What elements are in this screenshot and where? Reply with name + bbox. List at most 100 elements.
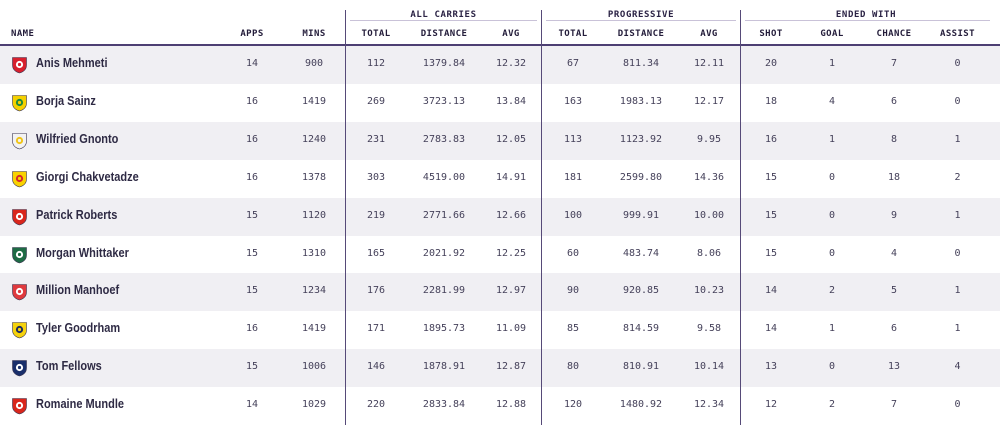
group-underline-progressive <box>546 20 736 21</box>
shot-cell: 14 <box>764 323 778 335</box>
apps-cell: 15 <box>245 247 259 259</box>
stoke-city-crest-icon <box>11 283 28 301</box>
progressive-distance-cell: 999.91 <box>622 209 660 221</box>
table-row: Tom Fellows 15 1006 146 1878.91 12.87 80 810.91… <box>0 349 1000 388</box>
carries-distance-cell: 2783.83 <box>422 133 466 145</box>
chance-cell: 4 <box>890 247 898 259</box>
carries-avg-cell: 13.84 <box>495 95 527 107</box>
carries-distance-cell: 1379.84 <box>422 58 466 69</box>
chance-cell: 7 <box>890 58 898 69</box>
progressive-avg-cell: 12.11 <box>693 58 725 69</box>
chance-cell: 5 <box>890 285 898 297</box>
sunderland-crest-icon <box>11 397 28 415</box>
mins-cell: 1029 <box>301 399 327 411</box>
header-progressive-avg: AVG <box>700 29 718 39</box>
player-name: Romaine Mundle <box>36 397 125 412</box>
goal-cell: 0 <box>828 171 836 183</box>
progressive-total-cell: 120 <box>563 399 583 411</box>
table-row: Patrick Roberts 15 1120 219 2771.66 12.66 100 9… <box>0 197 1000 236</box>
player-name: Million Manhoef <box>36 283 120 298</box>
chance-cell: 13 <box>887 361 901 373</box>
header-progressive-distance: DISTANCE <box>617 29 665 39</box>
mins-cell: 900 <box>304 58 324 69</box>
progressive-distance-cell: 920.85 <box>622 285 660 297</box>
carries-avg-cell: 12.25 <box>495 247 527 259</box>
carries-distance-cell: 2281.99 <box>422 285 466 297</box>
shot-cell: 15 <box>764 209 778 221</box>
carries-avg-cell: 12.97 <box>495 285 527 297</box>
chance-cell: 9 <box>890 209 898 221</box>
carries-distance-cell: 1895.73 <box>422 323 466 335</box>
apps-cell: 15 <box>245 285 259 297</box>
player-name: Wilfried Gnonto <box>36 131 119 146</box>
chance-cell: 7 <box>890 399 898 411</box>
carries-avg-cell: 12.32 <box>495 58 527 69</box>
shot-cell: 13 <box>764 361 778 373</box>
carries-total-cell: 112 <box>366 58 386 69</box>
table-row: Wilfried Gnonto 16 1240 231 2783.83 12.05 113 1… <box>0 121 1000 160</box>
apps-cell: 15 <box>245 209 259 221</box>
header-assist: ASSIST <box>940 29 975 39</box>
progressive-distance-cell: 483.74 <box>622 247 660 259</box>
progressive-total-cell: 100 <box>563 209 583 221</box>
progressive-total-cell: 113 <box>563 133 583 145</box>
goal-cell: 1 <box>828 58 836 69</box>
header-carries-distance: DISTANCE <box>420 29 468 39</box>
table-row: Borja Sainz 16 1419 269 3723.13 13.84 163 1983.… <box>0 84 1000 122</box>
group-underline-all-carries <box>350 20 537 21</box>
carries-total-cell: 303 <box>366 171 386 183</box>
apps-cell: 15 <box>245 361 259 373</box>
table-row: Million Manhoef 15 1234 176 2281.99 12.97 90 92… <box>0 273 1000 312</box>
progressive-avg-cell: 9.58 <box>696 323 722 335</box>
progressive-total-cell: 163 <box>563 95 583 107</box>
player-name: Morgan Whittaker <box>36 245 129 260</box>
mins-cell: 1310 <box>301 247 327 259</box>
oxford-united-crest-icon <box>11 321 28 339</box>
shot-cell: 20 <box>764 58 778 69</box>
player-name: Anis Mehmeti <box>36 56 108 70</box>
carries-distance-cell: 3723.13 <box>422 95 466 107</box>
mins-cell: 1006 <box>301 361 327 373</box>
progressive-avg-cell: 14.36 <box>693 171 725 183</box>
chance-cell: 6 <box>890 323 898 335</box>
chance-cell: 8 <box>890 133 898 145</box>
progressive-total-cell: 60 <box>566 247 580 259</box>
shot-cell: 12 <box>764 399 778 411</box>
table-row: Morgan Whittaker 15 1310 165 2021.92 12.25 60 4… <box>0 236 1000 274</box>
carries-total-cell: 219 <box>366 209 386 221</box>
shot-cell: 15 <box>764 171 778 183</box>
carries-avg-cell: 12.66 <box>495 209 527 221</box>
progressive-total-cell: 80 <box>566 361 580 373</box>
header-mins: MINS <box>302 29 326 39</box>
column-header-row: NAME APPS MINS TOTAL DISTANCE AVG TOTAL … <box>0 22 1000 46</box>
shot-cell: 16 <box>764 133 778 145</box>
watford-crest-icon <box>11 170 28 188</box>
carries-total-cell: 269 <box>366 95 386 107</box>
carries-avg-cell: 12.88 <box>495 399 527 411</box>
goal-cell: 0 <box>828 209 836 221</box>
leeds-united-crest-icon <box>11 132 28 150</box>
header-carries-total: TOTAL <box>361 29 391 39</box>
mins-cell: 1419 <box>301 323 327 335</box>
header-carries-avg: AVG <box>502 29 520 39</box>
apps-cell: 16 <box>245 323 259 335</box>
progressive-distance-cell: 1480.92 <box>619 399 663 411</box>
column-divider-all-carries <box>345 10 346 425</box>
progressive-avg-cell: 12.17 <box>693 95 725 107</box>
group-label-ended-with: ENDED WITH <box>835 10 897 20</box>
assist-cell: 0 <box>954 247 961 259</box>
table-row: Tyler Goodrham 16 1419 171 1895.73 11.09 85 814… <box>0 311 1000 349</box>
progressive-avg-cell: 8.06 <box>696 247 722 259</box>
progressive-total-cell: 67 <box>566 58 580 69</box>
assist-cell: 2 <box>954 171 961 183</box>
apps-cell: 14 <box>245 399 259 411</box>
group-label-all-carries: ALL CARRIES <box>410 10 477 20</box>
mins-cell: 1120 <box>301 209 327 221</box>
carries-total-cell: 165 <box>366 247 386 259</box>
chance-cell: 6 <box>890 95 898 107</box>
progressive-avg-cell: 10.00 <box>693 209 725 221</box>
goal-cell: 0 <box>828 247 836 259</box>
progressive-total-cell: 85 <box>566 323 580 335</box>
group-underline-ended-with <box>745 20 990 21</box>
player-name: Tom Fellows <box>36 359 102 374</box>
